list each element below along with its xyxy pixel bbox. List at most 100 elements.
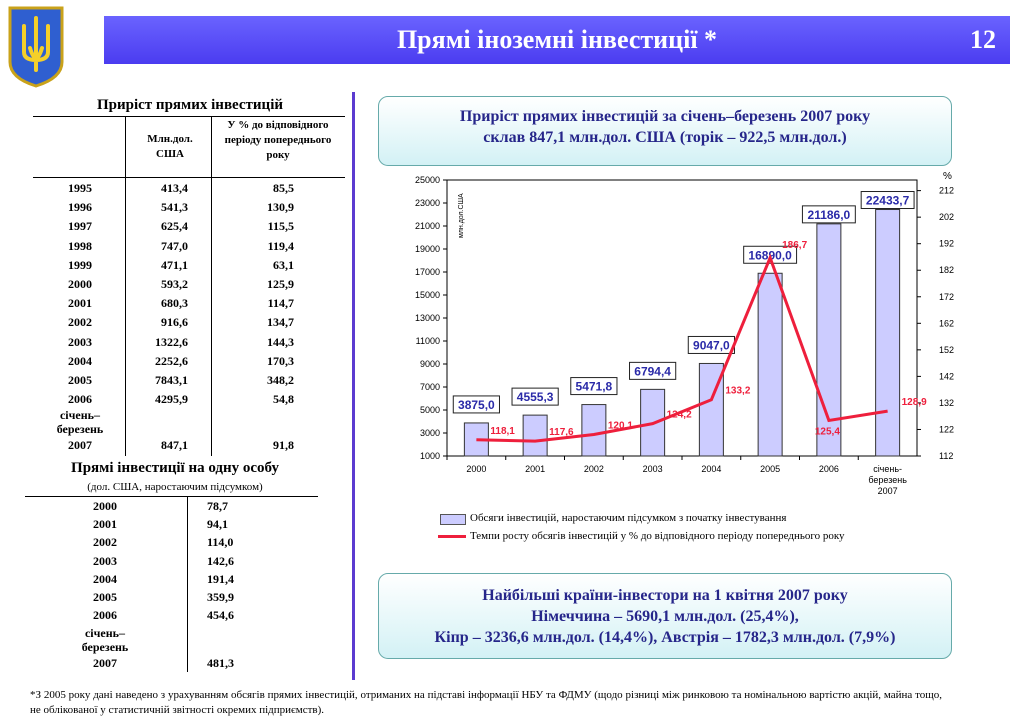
bar-label-box (860, 191, 915, 210)
growth-mln: 625,4 (161, 219, 188, 234)
growth-period-label: березень (56, 422, 104, 437)
bar-value-label: 6794,4 (634, 364, 671, 378)
slide-number: 12 (970, 25, 996, 54)
y-tick-label: 21000 (415, 221, 440, 231)
bar-label-box (629, 361, 677, 380)
growth-pct: 134,7 (267, 315, 294, 330)
y2-tick-label: 122 (939, 424, 954, 434)
y-tick-label: 7000 (420, 382, 440, 392)
growth-pct: 85,5 (273, 181, 294, 195)
y-tick-label: 11000 (416, 336, 440, 346)
y-tick-label: 15000 (415, 290, 440, 300)
growth-mln: 847,1 (161, 438, 188, 453)
growth-mln: 747,0 (161, 238, 188, 253)
investors-line-3: Кіпр – 3236,6 млн.дол. (14,4%), Австрія … (434, 629, 896, 646)
col-mln-header: Млн.дол. США (147, 133, 193, 160)
investment-chart: 1000 3000 5000 7000 9000 11000 13000 15000 17000… (415, 171, 954, 496)
growth-mln: 2252,6 (155, 353, 188, 368)
growth-pct: 91,8 (273, 438, 294, 453)
growth-year: 2002 (68, 315, 92, 330)
growth-pct: 144,3 (267, 334, 294, 349)
growth-period-label: січень– (59, 408, 100, 423)
per-capita-period-label: січень– (84, 626, 125, 641)
growth-year: 2006 (68, 392, 92, 407)
y2-tick-label: 152 (939, 345, 954, 355)
y2-tick-label: 132 (939, 398, 954, 408)
growth-pct: 170,3 (267, 353, 294, 368)
x-tick-label: 2001 (525, 464, 545, 474)
y2-tick-label: 162 (939, 318, 954, 328)
y-tick-label: 25000 (415, 175, 440, 185)
per-capita-period-label: березень (81, 640, 129, 655)
growth-year: 1996 (68, 200, 92, 215)
summary-line-2: склав 847,1 млн.дол. США (торік – 922,5 … (483, 129, 847, 146)
x-tick-label: 2007 (878, 486, 898, 496)
growth-pct: 115,5 (267, 219, 294, 234)
bar-value-label: 4555,3 (517, 390, 554, 404)
per-capita-year: 2003 (93, 553, 117, 568)
growth-year: 1997 (68, 219, 92, 234)
y-axis-title: млн.дол.США (458, 193, 465, 238)
y2-tick-label: 202 (939, 212, 954, 222)
growth-table-rule (33, 177, 345, 178)
growth-pct: 348,2 (267, 373, 294, 387)
growth-table-divider (125, 116, 126, 456)
x-tick-label: 2000 (466, 464, 486, 474)
growth-mln: 4295,9 (155, 392, 188, 407)
y-tick-label: 5000 (420, 405, 440, 415)
legend-bar-label: Обсяги інвестицій, наростаючим підсумком… (470, 512, 787, 524)
growth-mln: 680,3 (161, 296, 188, 311)
bar-value-label: 5471,8 (576, 380, 613, 394)
y2-tick-label: 212 (939, 186, 954, 196)
per-capita-value: 94,1 (207, 517, 228, 532)
line-value-label: 125,4 (815, 426, 840, 437)
top-investors-box: Найбільші країни-інвестори на 1 квітня 2… (378, 573, 952, 659)
line-value-label: 117,6 (549, 427, 574, 438)
growth-year: 1999 (68, 257, 92, 272)
per-capita-year: 2005 (93, 590, 117, 604)
bar-value-label: 9047,0 (693, 338, 730, 352)
bar (463, 422, 489, 457)
per-capita-year: 2007 (93, 656, 117, 671)
per-capita-value: 114,0 (207, 535, 234, 550)
y2-tick-label: 172 (939, 292, 954, 302)
growth-pct: 63,1 (273, 257, 294, 272)
divider-line (352, 92, 355, 680)
growth-table-title: Приріст прямих інвестицій (96, 97, 284, 113)
growth-table-divider (211, 116, 212, 456)
bar (757, 272, 783, 457)
per-capita-year: 2004 (93, 571, 117, 586)
summary-box: Приріст прямих інвестицій за січень–бере… (378, 96, 952, 166)
line-value-label: 186,7 (782, 240, 807, 251)
per-capita-value: 481,3 (207, 656, 234, 671)
footnote: *З 2005 року дані наведено з урахуванням… (30, 689, 942, 716)
per-capita-value: 359,9 (207, 590, 234, 604)
y2-tick-label: 142 (939, 371, 954, 381)
growth-year: 1998 (68, 238, 92, 253)
line-value-label: 118,1 (490, 426, 515, 437)
growth-mln: 413,4 (161, 181, 188, 195)
bar-label-box (511, 387, 559, 406)
y-tick-label: 19000 (415, 244, 440, 254)
y-tick-label: 3000 (420, 428, 440, 438)
title-bar: Прямі іноземні інвестиції * 12 (104, 16, 1010, 64)
investors-line-2: Німеччина – 5690,1 млн.дол. (25,4%), (531, 608, 799, 625)
growth-year: 2000 (68, 277, 92, 291)
bar (581, 404, 607, 457)
x-tick-label: 2004 (701, 464, 721, 474)
summary-line-1: Приріст прямих інвестицій за січень–бере… (459, 108, 871, 125)
per-capita-year: 2006 (93, 608, 117, 623)
line-value-label: 128,9 (902, 397, 927, 408)
legend-bar-swatch (440, 514, 466, 525)
col-pct-header: У % до відповідного періоду попереднього… (224, 119, 332, 161)
growth-mln: 7843,1 (155, 373, 188, 387)
bar-value-label: 22433,7 (866, 194, 910, 208)
per-capita-year: 2000 (93, 499, 117, 513)
growth-year: 2003 (68, 334, 92, 349)
growth-year: 2007 (68, 438, 92, 453)
growth-mln: 471,1 (161, 257, 188, 272)
per-capita-title: Прямі інвестиції на одну особу (71, 460, 279, 476)
growth-year: 2001 (68, 296, 92, 311)
x-tick-label: січень- (873, 464, 902, 474)
per-capita-value: 454,6 (207, 608, 234, 623)
